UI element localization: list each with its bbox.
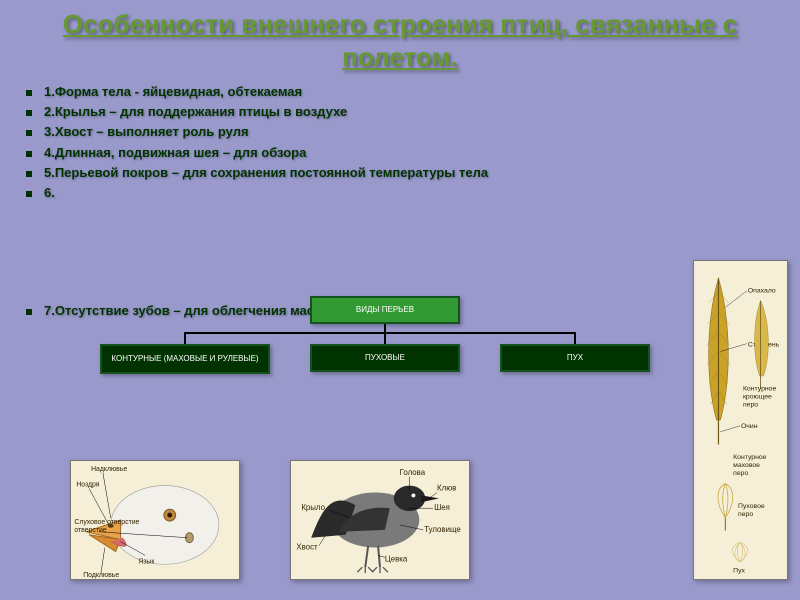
- diagram-child-node: КОНТУРНЫЕ (МАХОВЫЕ И РУЛЕВЫЕ): [100, 344, 270, 374]
- bullet-icon: [26, 191, 32, 197]
- label-opahalo: Опахало: [748, 288, 776, 295]
- label-tulov: Туловище: [424, 525, 461, 534]
- bullet-icon: [26, 171, 32, 177]
- item-text-6: 6.: [44, 184, 55, 202]
- bullet-icon: [26, 130, 32, 136]
- diagram-connector: [185, 332, 575, 334]
- label-pukh: Пух: [733, 568, 745, 575]
- item-text-3: 3.Хвост – выполняет роль руля: [44, 123, 249, 141]
- label-nadkl: Надклювье: [91, 466, 127, 473]
- label-kont-mah: Контурное: [733, 454, 767, 461]
- diagram-root-node: ВИДЫ ПЕРЬЕВ: [310, 296, 460, 324]
- svg-text:маховое: маховое: [733, 462, 760, 469]
- feature-list: 1.Форма тела - яйцевидная, обтекаемая 2.…: [0, 83, 800, 320]
- diagram-connector: [574, 332, 576, 344]
- label-nozdrya: Ноздря: [76, 482, 99, 489]
- svg-text:отверстие: отверстие: [74, 527, 106, 534]
- diagram-connector: [384, 324, 386, 332]
- svg-text:перо: перо: [733, 470, 748, 477]
- list-item: 3.Хвост – выполняет роль руля: [20, 123, 780, 141]
- item-text-4: 4.Длинная, подвижная шея – для обзора: [44, 144, 306, 162]
- label-hvost: Хвост: [296, 543, 318, 552]
- diagram-child-node: ПУХОВЫЕ: [310, 344, 460, 372]
- label-klyuv: Клюв: [437, 484, 456, 493]
- bullet-icon: [26, 90, 32, 96]
- diagram-connector: [384, 332, 386, 344]
- label-golova: Голова: [400, 468, 426, 477]
- list-item: 5.Перьевой покров – для сохранения посто…: [20, 164, 780, 182]
- label-sheya: Шея: [434, 503, 450, 512]
- label-tsevka: Цевка: [385, 554, 408, 563]
- list-item: 4.Длинная, подвижная шея – для обзора: [20, 144, 780, 162]
- bullet-icon: [26, 110, 32, 116]
- feather-illustration: Опахало Стержень Очин Контурное кроющее …: [693, 260, 788, 580]
- crow-illustration: Голова Клюв Шея Крыло Туловище Хвост Цев…: [290, 460, 470, 580]
- svg-text:перо: перо: [738, 511, 753, 518]
- label-yazyk: Язык: [138, 558, 155, 565]
- diagram-child-node: ПУХ: [500, 344, 650, 372]
- item-text-2: 2.Крылья – для поддержания птицы в возду…: [44, 103, 347, 121]
- page-title: Особенности внешнего строения птиц, связ…: [0, 0, 800, 83]
- illustration-row: Надклювье Ноздря Слуховое отверстие отве…: [70, 460, 470, 580]
- label-podkl: Подклювье: [83, 572, 119, 579]
- item-text-1: 1.Форма тела - яйцевидная, обтекаемая: [44, 83, 302, 101]
- label-krylo: Крыло: [301, 503, 325, 512]
- list-item: 1.Форма тела - яйцевидная, обтекаемая: [20, 83, 780, 101]
- feather-diagram: ВИДЫ ПЕРЬЕВ КОНТУРНЫЕ (МАХОВЫЕ И РУЛЕВЫЕ…: [100, 296, 700, 386]
- list-item: 2.Крылья – для поддержания птицы в возду…: [20, 103, 780, 121]
- bullet-icon: [26, 151, 32, 157]
- label-ochin: Очин: [741, 423, 758, 430]
- list-item: 6.: [20, 184, 780, 294]
- label-kont-kro: Контурное: [743, 386, 777, 393]
- item-text-5: 5.Перьевой покров – для сохранения посто…: [44, 164, 488, 182]
- svg-text:кроющее: кроющее: [743, 393, 772, 400]
- bird-head-illustration: Надклювье Ноздря Слуховое отверстие отве…: [70, 460, 240, 580]
- label-puhovoe: Пуховое: [738, 503, 765, 510]
- diagram-connector: [184, 332, 186, 344]
- bullet-icon: [26, 309, 32, 315]
- label-sluh: Слуховое отверстие: [74, 519, 139, 526]
- svg-text:перо: перо: [743, 401, 758, 408]
